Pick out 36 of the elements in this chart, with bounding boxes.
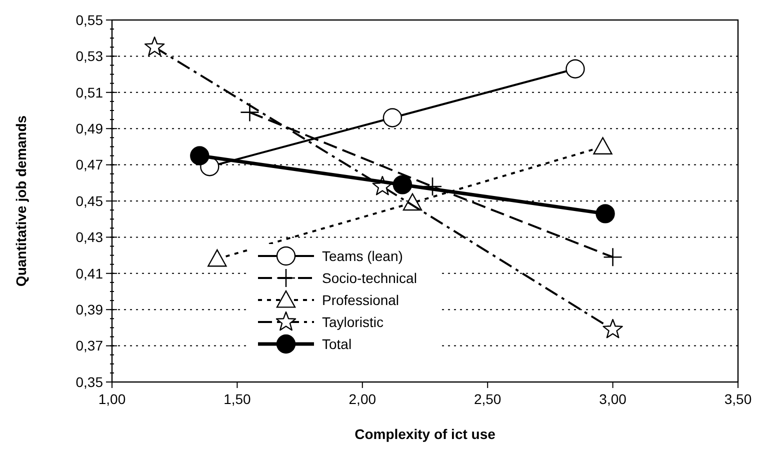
x-axis-title: Complexity of ict use	[354, 426, 496, 442]
y-tick-label: 0,51	[76, 84, 104, 100]
point	[422, 176, 442, 196]
point	[602, 318, 623, 338]
y-tick-label: 0,37	[76, 338, 104, 354]
point	[596, 204, 615, 224]
legend-label: Socio-technical	[322, 270, 417, 286]
point	[392, 175, 412, 194]
point	[382, 108, 402, 128]
x-tick-label: 1,50	[224, 391, 252, 407]
y-tick-label: 0,43	[76, 229, 104, 246]
legend-label: Professional	[322, 292, 400, 308]
point	[566, 59, 585, 78]
legend-label: Tayloristic	[322, 314, 384, 330]
point	[208, 249, 227, 267]
x-tick-label: 1,00	[98, 391, 126, 407]
y-tick-label: 0,55	[76, 12, 104, 28]
y-tick-label: 0,45	[76, 192, 104, 209]
point	[603, 247, 622, 267]
x-tick-label: 3,00	[599, 391, 627, 407]
y-tick-label: 0,49	[76, 120, 104, 136]
legend-label: Total	[322, 336, 352, 352]
y-tick-label: 0,41	[76, 265, 104, 282]
y-tick-label: 0,53	[76, 48, 104, 64]
y-tick-label: 0,39	[76, 302, 104, 318]
y-tick-label: 0,35	[76, 374, 104, 390]
y-tick-label: 0,47	[76, 156, 104, 173]
point	[190, 146, 210, 166]
y-axis-title: Quantitative job demands	[13, 115, 29, 287]
x-tick-label: 2,00	[348, 391, 376, 407]
point	[240, 102, 260, 122]
point	[593, 137, 612, 154]
x-tick-label: 3,50	[724, 391, 752, 407]
point	[144, 36, 165, 56]
legend-label: Teams (lean)	[322, 248, 403, 264]
x-tick-label: 2,50	[474, 391, 502, 407]
